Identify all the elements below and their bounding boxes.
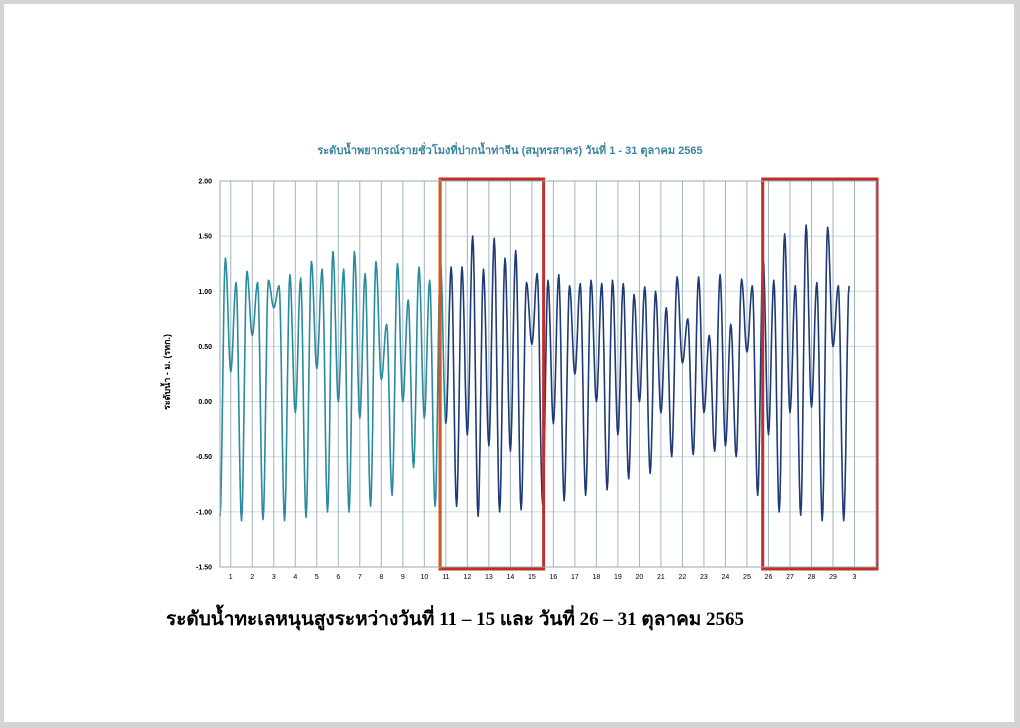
- highlight-box: [438, 177, 546, 571]
- x-tick-label: 12: [463, 574, 471, 581]
- y-tick-label: -0.50: [196, 454, 212, 461]
- x-tick-label: 22: [679, 574, 687, 581]
- caption-text: ระดับน้ำทะเลหนุนสูงระหว่างวันที่ 11 – 15…: [166, 609, 745, 630]
- x-tick-label: 1: [229, 574, 233, 581]
- x-tick-label: 3: [272, 574, 276, 581]
- x-tick-label: 2: [250, 574, 254, 581]
- x-tick-label: 18: [592, 574, 600, 581]
- x-tick-label: 10: [420, 574, 428, 581]
- y-tick-label: 1.00: [198, 289, 212, 296]
- y-tick-label: 0.50: [198, 344, 212, 351]
- x-tick-label: 13: [485, 574, 493, 581]
- x-tick-label: 25: [743, 574, 751, 581]
- series-layer: [219, 224, 850, 522]
- y-tick-label: -1.00: [196, 509, 212, 516]
- x-tick-label: 28: [808, 574, 816, 581]
- highlight-box: [761, 177, 879, 571]
- axis-layer: 2.001.501.000.500.00-0.50-1.00-1.501 2 3 4 5…: [196, 179, 877, 581]
- x-tick-label: 24: [722, 574, 730, 581]
- x-tick-label: 23: [700, 574, 708, 581]
- y-tick-label: 2.00: [198, 179, 212, 186]
- highlight-layer: [438, 177, 879, 571]
- y-tick-label: -1.50: [196, 565, 212, 572]
- chart-title: ระดับน้ำพยากรณ์รายชั่วโมงที่ปากน้ำท่าจีน…: [317, 145, 703, 157]
- x-tick-label: 4: [293, 574, 297, 581]
- series-line-late: [445, 224, 850, 522]
- series-line-early: [219, 250, 447, 522]
- x-tick-label: 27: [786, 574, 794, 581]
- x-tick-label: 7: [358, 574, 362, 581]
- x-tick-label: 21: [657, 574, 665, 581]
- x-tick-label: 6: [336, 574, 340, 581]
- x-tick-label: 19: [614, 574, 622, 581]
- y-tick-label: 1.50: [198, 234, 212, 241]
- x-tick-label: 14: [506, 574, 514, 581]
- x-tick-label: 3: [853, 574, 857, 581]
- document-page: [4, 4, 1014, 722]
- plot-frame: [219, 180, 877, 568]
- x-tick-label: 26: [765, 574, 773, 581]
- y-tick-label: 0.00: [198, 399, 212, 406]
- x-tick-label: 15: [528, 574, 536, 581]
- x-tick-label: 29: [829, 574, 837, 581]
- x-tick-label: 8: [379, 574, 383, 581]
- x-tick-label: 11: [442, 574, 449, 581]
- x-tick-label: 20: [636, 574, 644, 581]
- x-tick-label: 5: [315, 574, 319, 581]
- x-tick-label: 16: [549, 574, 557, 581]
- x-tick-label: 17: [571, 574, 579, 581]
- x-tick-label: 9: [401, 574, 405, 581]
- grid-layer: [220, 180, 876, 568]
